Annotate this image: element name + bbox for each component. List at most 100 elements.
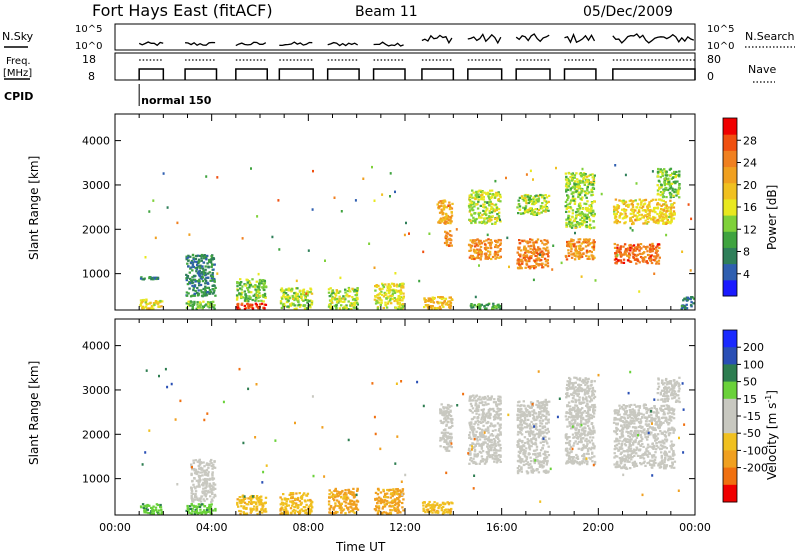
data-cell	[384, 301, 387, 304]
data-cell	[196, 301, 199, 304]
data-cell	[334, 504, 337, 507]
data-cell	[480, 401, 483, 405]
data-cell	[377, 507, 381, 510]
data-cell	[243, 507, 246, 510]
data-cell	[534, 427, 538, 430]
data-cell	[334, 489, 337, 492]
data-cell	[538, 460, 541, 463]
data-cell	[386, 496, 390, 499]
data-cell	[251, 501, 254, 504]
data-cell	[186, 275, 190, 278]
data-cell	[534, 208, 537, 211]
data-cell	[374, 508, 377, 511]
data-cell	[196, 286, 199, 290]
data-cell	[446, 303, 450, 306]
data-cell	[444, 428, 447, 431]
data-cell	[569, 243, 572, 246]
data-cell	[236, 306, 240, 309]
data-cell	[201, 267, 205, 270]
data-cell	[448, 306, 452, 309]
data-cell	[545, 407, 548, 410]
data-cell	[541, 419, 545, 422]
scatter-cell	[324, 259, 326, 262]
data-cell	[498, 427, 501, 430]
data-cell	[566, 240, 569, 244]
data-cell	[523, 245, 526, 248]
data-cell	[473, 257, 476, 261]
data-cell	[343, 492, 347, 495]
data-cell	[296, 304, 299, 307]
data-cell	[285, 502, 288, 505]
data-cell	[449, 242, 452, 245]
data-cell	[592, 415, 596, 418]
data-cell	[193, 512, 196, 515]
freq-bottom-tick: 8	[88, 70, 95, 83]
data-cell	[191, 253, 195, 256]
data-cell	[575, 252, 578, 255]
data-cell	[544, 264, 548, 267]
data-cell	[493, 208, 496, 211]
data-cell	[638, 214, 641, 217]
scatter-cell	[373, 266, 376, 269]
data-cell	[544, 436, 547, 439]
data-cell	[475, 249, 478, 252]
data-cell	[523, 194, 526, 197]
data-cell	[488, 241, 492, 244]
data-cell	[470, 201, 473, 204]
data-cell	[327, 503, 331, 506]
data-cell	[192, 278, 195, 281]
data-cell	[546, 259, 549, 262]
data-cell	[387, 501, 390, 504]
data-cell	[328, 489, 331, 492]
data-cell	[349, 490, 352, 493]
data-cell	[287, 504, 291, 507]
data-cell	[588, 218, 591, 221]
data-cell	[440, 208, 443, 211]
freq-traces	[138, 59, 696, 80]
data-cell	[619, 248, 622, 251]
data-cell	[629, 199, 633, 202]
data-cell	[392, 488, 395, 491]
data-cell	[489, 202, 493, 205]
data-cell	[473, 448, 477, 451]
scatter-cell	[541, 241, 544, 245]
data-cell	[468, 453, 471, 456]
data-cell	[577, 186, 580, 189]
data-cell	[484, 206, 487, 209]
data-cell	[448, 201, 451, 204]
data-cell	[499, 455, 502, 458]
data-cell	[195, 472, 198, 476]
data-cell	[664, 186, 667, 190]
data-cell	[576, 213, 579, 216]
data-cell	[402, 498, 405, 501]
data-cell	[547, 251, 550, 254]
data-cell	[398, 511, 401, 514]
data-cell	[659, 207, 663, 211]
data-cell	[486, 395, 490, 398]
data-cell	[495, 403, 498, 406]
data-cell	[538, 406, 541, 409]
scatter-cell	[152, 199, 155, 202]
data-cell	[621, 217, 625, 220]
data-cell	[373, 298, 377, 301]
data-cell	[212, 488, 215, 491]
data-cell	[578, 254, 581, 257]
data-cell	[589, 387, 592, 390]
data-cell	[656, 245, 659, 248]
data-cell	[257, 288, 260, 291]
data-cell	[568, 210, 571, 213]
data-cell	[488, 448, 491, 451]
data-cell	[583, 221, 586, 224]
data-cell	[386, 492, 389, 495]
colorbar-segment	[723, 134, 737, 151]
data-cell	[499, 307, 502, 310]
data-cell	[353, 503, 356, 506]
data-cell	[204, 495, 207, 498]
data-cell	[421, 501, 425, 504]
data-cell	[648, 214, 651, 217]
data-cell	[488, 210, 491, 213]
data-cell	[382, 511, 385, 514]
data-cell	[333, 512, 336, 515]
data-cell	[499, 433, 502, 436]
data-cell	[209, 495, 212, 498]
